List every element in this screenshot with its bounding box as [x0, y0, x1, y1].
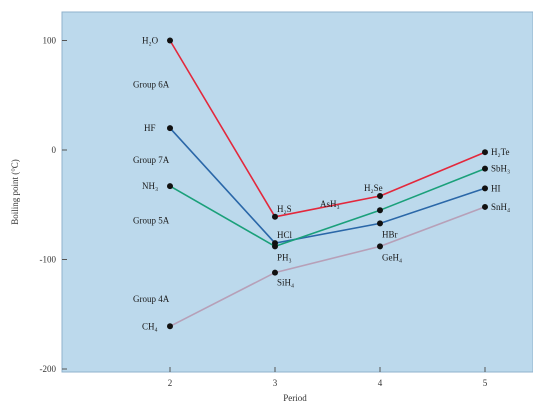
data-point: [272, 269, 278, 276]
point-label: HCl: [277, 230, 293, 240]
data-point: [272, 213, 278, 220]
point-label: HI: [491, 183, 501, 193]
x-tick-label: 5: [483, 378, 488, 388]
x-axis-title: Period: [283, 393, 307, 403]
data-point: [377, 192, 383, 199]
series-points: [167, 37, 488, 330]
series-lines: [169, 40, 486, 328]
point-label: SbH₃: [491, 164, 510, 174]
group-label: Group 5A: [133, 215, 170, 225]
point-label: HBr: [382, 229, 398, 239]
data-point: [272, 243, 278, 250]
group-labels: Group 6A Group 7A Group 5A Group 4A: [133, 80, 170, 305]
data-point: [482, 149, 488, 156]
data-point: [482, 165, 488, 172]
data-point: [167, 37, 173, 44]
point-label: H₂O: [142, 36, 159, 46]
x-tick-label: 2: [168, 378, 173, 388]
data-point: [377, 243, 383, 250]
point-label: H₂S: [277, 204, 292, 214]
series-line-1: [169, 40, 486, 218]
point-label: SnH₄: [491, 202, 510, 212]
x-tick-label: 3: [273, 378, 278, 388]
point-label: NH₃: [142, 181, 158, 191]
series-line-3: [169, 167, 486, 248]
series-line-4: [169, 206, 486, 328]
data-point: [377, 207, 383, 214]
group-label: Group 7A: [133, 155, 170, 165]
group-label: Group 6A: [133, 80, 170, 90]
x-tick-label: 4: [378, 378, 383, 388]
point-label: HF: [144, 123, 156, 133]
y-tick-label: -200: [40, 364, 57, 374]
point-labels: H₂O H₂S H₂Se H₂Te HF HCl HBr HI NH₃ PH₃ AsH₃ SbH₃ CH…: [142, 36, 510, 332]
data-point: [167, 323, 173, 330]
point-label: PH₃: [277, 252, 292, 262]
data-point: [482, 185, 488, 192]
plot-background: [61, 11, 533, 373]
point-label: SiH₄: [277, 278, 294, 288]
data-point: [167, 125, 173, 132]
group-label: Group 4A: [133, 294, 170, 304]
point-label: CH₄: [142, 321, 158, 331]
series-line-2: [169, 127, 486, 244]
point-label: AsH₃: [320, 199, 340, 209]
data-point: [482, 203, 488, 210]
point-label: GeH₄: [382, 252, 402, 262]
point-label: H₂Te: [491, 147, 510, 157]
data-point: [377, 220, 383, 227]
point-label: H₂Se: [364, 183, 383, 193]
y-tick-label: 100: [43, 36, 57, 46]
y-tick-label: -100: [40, 255, 57, 265]
axes: 100 0 -100 -200 2 3 4 5: [40, 36, 488, 389]
y-tick-label: 0: [52, 145, 57, 155]
data-point: [167, 183, 173, 190]
y-axis-title: Boiling point (°C): [10, 159, 20, 225]
